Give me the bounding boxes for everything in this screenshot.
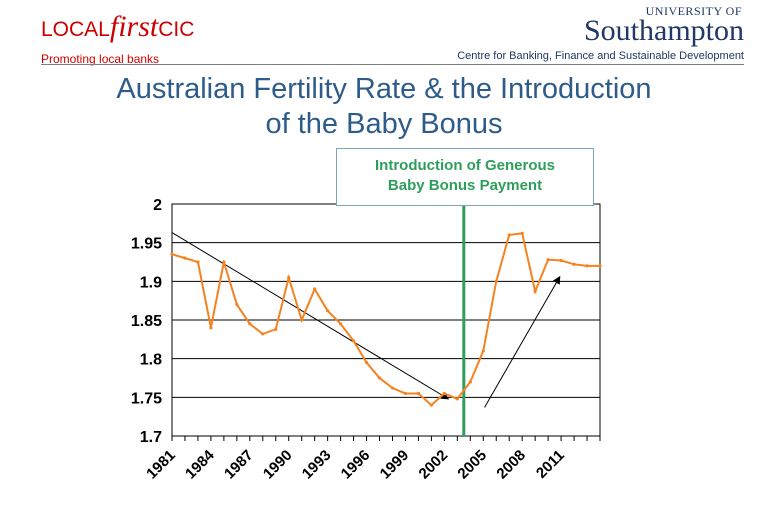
chart-grid	[172, 242, 600, 398]
data-point	[403, 391, 408, 396]
data-point	[481, 349, 485, 353]
y-tick-labels: 2 1.95 1.9 1.85 1.8 1.75 1.7	[131, 197, 162, 446]
x-tick-label: 2008	[493, 447, 529, 483]
data-point	[416, 391, 421, 396]
y-tick-label: 1.85	[131, 313, 162, 330]
data-point	[196, 260, 200, 264]
data-point	[339, 322, 343, 326]
chart-axes	[171, 203, 601, 441]
data-point	[300, 318, 304, 322]
fertility-line	[171, 232, 600, 407]
localfirst-logo: LOCALfirstCIC	[41, 10, 194, 44]
x-tick-label: 1990	[260, 447, 296, 483]
data-point	[455, 397, 459, 401]
trend-arrow	[484, 275, 561, 408]
data-point	[520, 231, 524, 235]
data-point	[468, 380, 472, 384]
data-point	[546, 258, 550, 262]
y-tick-label: 1.95	[131, 236, 162, 253]
x-tick-label: 1981	[143, 447, 179, 483]
data-point	[559, 258, 563, 263]
annotation-line1: Introduction of Generous	[375, 157, 555, 174]
data-point	[429, 403, 433, 407]
y-tick-label: 1.8	[140, 352, 162, 369]
data-point	[183, 256, 187, 260]
tagline-left: Promoting local banks	[41, 52, 160, 66]
data-point	[598, 264, 602, 268]
data-point	[390, 386, 395, 390]
y-tick-label: 1.75	[131, 390, 162, 407]
trend-arrow	[171, 232, 450, 400]
x-tick-label: 2011	[533, 447, 568, 482]
data-point	[442, 391, 446, 396]
data-point	[326, 309, 330, 313]
data-point	[209, 326, 213, 330]
data-point	[313, 287, 317, 291]
data-point	[585, 264, 589, 268]
x-tick-label: 1987	[221, 447, 257, 483]
header-divider	[41, 64, 744, 65]
x-tick-label: 2002	[416, 447, 452, 483]
data-point	[170, 252, 174, 256]
slide-title: Australian Fertility Rate & the Introduc…	[0, 72, 768, 142]
data-point	[248, 322, 252, 326]
data-point	[507, 233, 511, 237]
x-tick-label: 1984	[182, 446, 218, 482]
baby-bonus-annotation: Introduction of Generous Baby Bonus Paym…	[336, 148, 594, 206]
southampton-logo: Southampton	[583, 14, 744, 47]
data-point	[377, 376, 382, 380]
data-point	[222, 260, 226, 264]
data-point	[572, 262, 576, 266]
data-point	[235, 302, 239, 307]
x-tick-label: 1993	[299, 447, 335, 483]
fertility-series	[170, 231, 602, 407]
logo-first-text: first	[109, 10, 159, 43]
x-tick-label: 1996	[338, 447, 374, 483]
slide-title-line1: Australian Fertility Rate & the Introduc…	[116, 73, 652, 105]
y-tick-label: 1.9	[140, 274, 162, 291]
y-tick-label: 2	[153, 197, 162, 214]
logo-local-text: LOCAL	[41, 18, 110, 41]
logo-cic-text: CIC	[158, 18, 195, 41]
data-point	[261, 332, 265, 336]
data-point	[351, 339, 356, 343]
chart-annotations	[171, 204, 561, 436]
data-point	[533, 289, 537, 293]
university-of-text: UNIVERSITY OF	[645, 4, 742, 18]
data-point	[274, 327, 278, 331]
x-tick-label: 1999	[377, 447, 413, 483]
data-point	[494, 279, 498, 283]
tagline-right: Centre for Banking, Finance and Sustaina…	[457, 50, 744, 62]
data-point	[287, 275, 291, 280]
annotation-line2: Baby Bonus Payment	[387, 177, 543, 194]
data-point	[364, 360, 369, 365]
x-tick-label: 2005	[454, 447, 490, 483]
x-tick-labels: 1981 1984 1987 1990 1993 1996 1999 2002 2005 2008…	[143, 446, 568, 482]
y-tick-label: 1.7	[140, 429, 162, 446]
slide-title-line2: of the Baby Bonus	[265, 108, 503, 140]
